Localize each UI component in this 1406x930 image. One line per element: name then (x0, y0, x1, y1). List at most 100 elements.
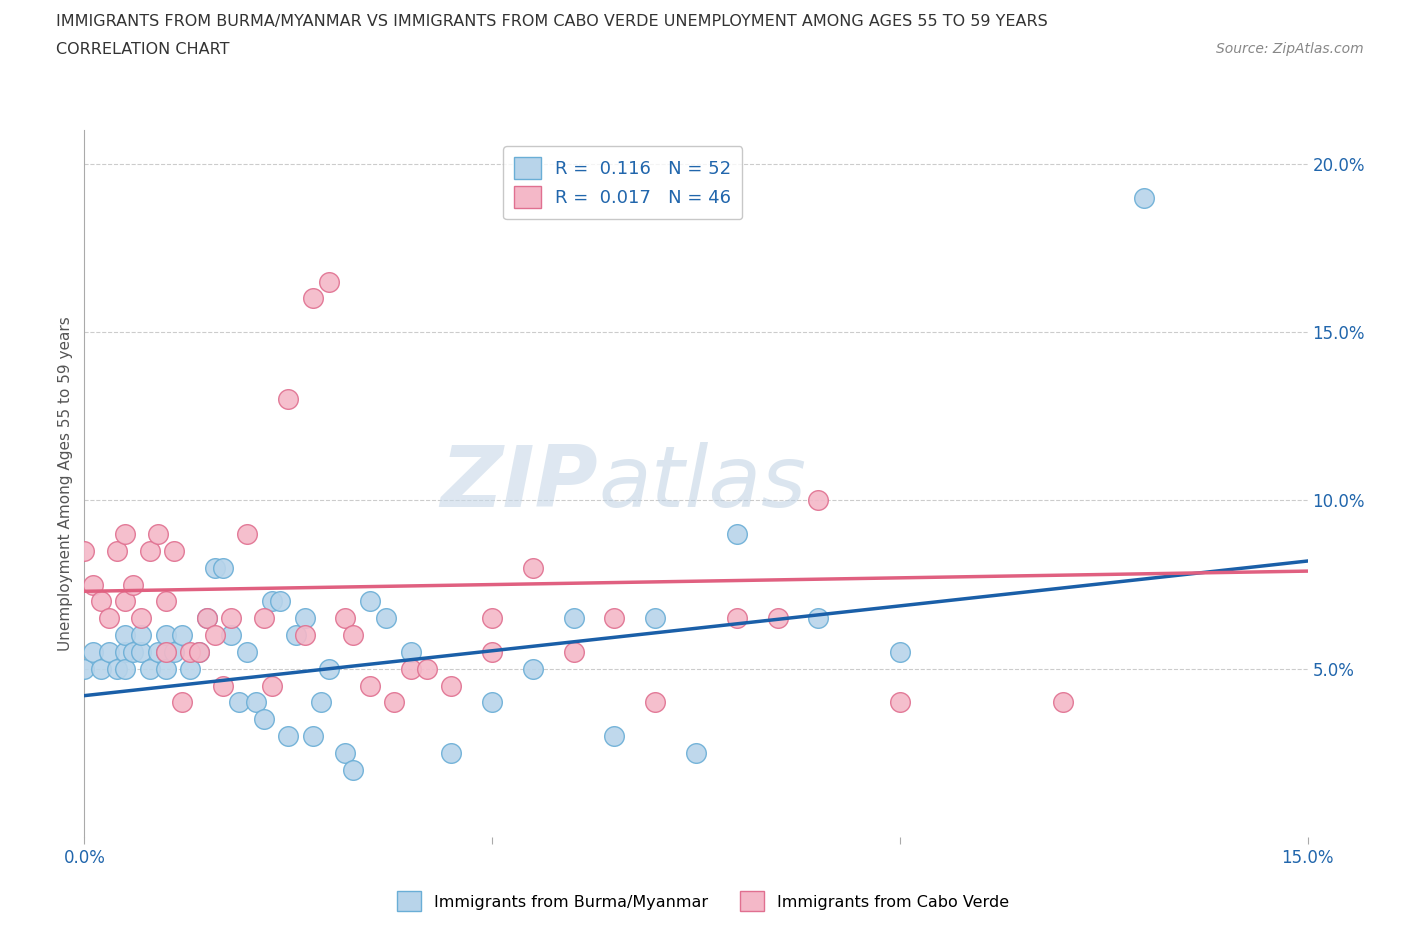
Point (1133, 190, 1156, 205)
Point (179, 661, 201, 676)
Point (90, 661, 112, 676)
Point (277, 392, 299, 407)
Point (382, 695, 405, 710)
Point (440, 746, 463, 761)
Point (725, 611, 748, 626)
Point (301, 291, 323, 306)
Point (277, 728, 299, 743)
Point (766, 611, 789, 626)
Point (294, 628, 316, 643)
Point (481, 644, 503, 659)
Point (212, 678, 235, 693)
Text: IMMIGRANTS FROM BURMA/MYANMAR VS IMMIGRANTS FROM CABO VERDE UNEMPLOYMENT AMONG A: IMMIGRANTS FROM BURMA/MYANMAR VS IMMIGRA… (56, 14, 1047, 29)
Point (172, 695, 194, 710)
Point (335, 611, 357, 626)
Point (114, 661, 136, 676)
Point (187, 644, 209, 659)
Point (131, 628, 153, 643)
Point (309, 695, 332, 710)
Point (260, 594, 283, 609)
Point (212, 560, 235, 575)
Point (219, 611, 242, 626)
Point (204, 560, 226, 575)
Point (342, 763, 364, 777)
Point (155, 644, 177, 659)
Point (260, 678, 283, 693)
Point (603, 728, 626, 743)
Point (1052, 695, 1074, 710)
Point (187, 644, 209, 659)
Point (138, 661, 160, 676)
Point (97, 611, 120, 626)
Point (375, 611, 398, 626)
Point (236, 644, 259, 659)
Point (195, 611, 218, 626)
Point (131, 611, 153, 626)
Point (204, 628, 226, 643)
Y-axis label: Unemployment Among Ages 55 to 59 years: Unemployment Among Ages 55 to 59 years (58, 316, 73, 651)
Text: atlas: atlas (598, 442, 806, 525)
Point (285, 628, 308, 643)
Point (155, 661, 177, 676)
Point (562, 611, 585, 626)
Point (155, 628, 177, 643)
Point (114, 526, 136, 541)
Point (318, 274, 340, 289)
Text: Source: ZipAtlas.com: Source: ZipAtlas.com (1216, 42, 1364, 56)
Point (82, 578, 104, 592)
Point (562, 644, 585, 659)
Point (114, 594, 136, 609)
Point (97, 644, 120, 659)
Point (807, 493, 830, 508)
Point (122, 644, 145, 659)
Point (481, 695, 503, 710)
Point (236, 526, 259, 541)
Point (146, 526, 169, 541)
Point (294, 611, 316, 626)
Point (105, 543, 128, 558)
Point (195, 611, 218, 626)
Point (114, 628, 136, 643)
Point (416, 661, 439, 676)
Text: ZIP: ZIP (440, 442, 598, 525)
Point (399, 661, 422, 676)
Legend: Immigrants from Burma/Myanmar, Immigrants from Cabo Verde: Immigrants from Burma/Myanmar, Immigrant… (391, 885, 1015, 917)
Point (481, 611, 503, 626)
Point (155, 594, 177, 609)
Point (359, 594, 381, 609)
Point (73, 543, 96, 558)
Point (342, 628, 364, 643)
Point (155, 644, 177, 659)
Point (359, 678, 381, 693)
Point (440, 678, 463, 693)
Point (122, 578, 145, 592)
Point (90, 594, 112, 609)
Point (685, 746, 707, 761)
Point (807, 611, 830, 626)
Point (889, 644, 911, 659)
Point (179, 644, 201, 659)
Point (522, 661, 544, 676)
Point (82, 644, 104, 659)
Point (318, 661, 340, 676)
Point (725, 526, 748, 541)
Point (219, 628, 242, 643)
Point (163, 543, 186, 558)
Point (146, 644, 169, 659)
Point (138, 543, 160, 558)
Point (399, 644, 422, 659)
Point (253, 711, 276, 726)
Point (253, 611, 276, 626)
Point (131, 644, 153, 659)
Point (269, 594, 291, 609)
Point (335, 746, 357, 761)
Legend: R =  0.116   N = 52, R =  0.017   N = 46: R = 0.116 N = 52, R = 0.017 N = 46 (503, 146, 742, 219)
Point (522, 560, 544, 575)
Point (889, 695, 911, 710)
Point (603, 611, 626, 626)
Text: CORRELATION CHART: CORRELATION CHART (56, 42, 229, 57)
Point (114, 644, 136, 659)
Point (301, 728, 323, 743)
Point (105, 661, 128, 676)
Point (245, 695, 267, 710)
